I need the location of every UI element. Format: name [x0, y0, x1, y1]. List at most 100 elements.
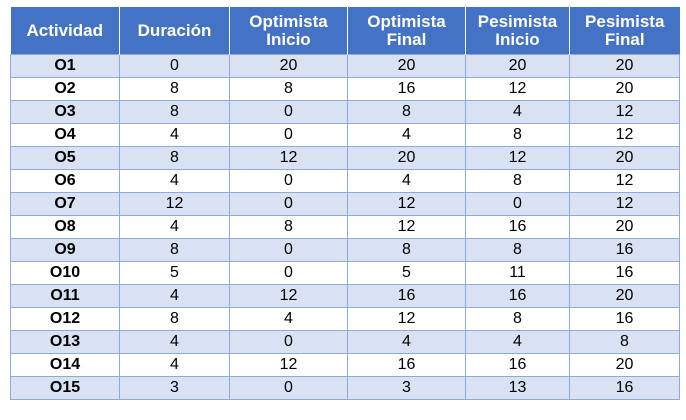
value-cell: 8 [119, 307, 230, 331]
value-cell: 12 [569, 123, 680, 147]
value-cell: 0 [229, 238, 348, 262]
value-cell: 11 [465, 261, 570, 285]
value-cell: 20 [569, 146, 680, 170]
activity-cell: O7 [10, 192, 120, 216]
value-cell: 16 [347, 77, 466, 101]
activity-cell: O4 [10, 123, 120, 147]
activity-cell: O14 [10, 353, 120, 377]
value-cell: 8 [119, 77, 230, 101]
value-cell: 20 [229, 54, 348, 78]
value-cell: 12 [569, 169, 680, 193]
value-cell: 4 [347, 123, 466, 147]
table-row: O6 4 0 4 8 12 [10, 169, 680, 193]
value-cell: 4 [465, 330, 570, 354]
value-cell: 3 [119, 376, 230, 400]
value-cell: 0 [229, 261, 348, 285]
value-cell: 12 [347, 215, 466, 239]
value-cell: 4 [119, 353, 230, 377]
value-cell: 16 [465, 284, 570, 308]
value-cell: 16 [569, 261, 680, 285]
table-row: O2 8 8 16 12 20 [10, 77, 680, 101]
activity-cell: O3 [10, 100, 120, 124]
table-row: O5 8 12 20 12 20 [10, 146, 680, 170]
value-cell: 8 [465, 238, 570, 262]
value-cell: 0 [229, 100, 348, 124]
header-duracion: Duración [119, 7, 230, 55]
value-cell: 0 [229, 330, 348, 354]
table-body: O1 0 20 20 20 20 O2 8 8 16 12 20 O3 8 0 8 4 12 O4 4 0 4 8 12 O5 8… [10, 54, 680, 400]
value-cell: 16 [569, 307, 680, 331]
value-cell: 3 [347, 376, 466, 400]
value-cell: 8 [119, 238, 230, 262]
value-cell: 8 [465, 169, 570, 193]
table-row: O10 5 0 5 11 16 [10, 261, 680, 285]
value-cell: 8 [119, 146, 230, 170]
value-cell: 0 [229, 169, 348, 193]
value-cell: 0 [229, 376, 348, 400]
activity-cell: O5 [10, 146, 120, 170]
value-cell: 0 [119, 54, 230, 78]
value-cell: 12 [347, 192, 466, 216]
value-cell: 20 [347, 54, 466, 78]
value-cell: 4 [347, 169, 466, 193]
table-row: O7 12 0 12 0 12 [10, 192, 680, 216]
value-cell: 8 [569, 330, 680, 354]
activity-cell: O6 [10, 169, 120, 193]
value-cell: 16 [569, 376, 680, 400]
table-row: O1 0 20 20 20 20 [10, 54, 680, 78]
activity-cell: O2 [10, 77, 120, 101]
header-actividad: Actividad [10, 7, 120, 55]
value-cell: 0 [229, 123, 348, 147]
table-row: O13 4 0 4 4 8 [10, 330, 680, 354]
activity-cell: O12 [10, 307, 120, 331]
value-cell: 20 [569, 77, 680, 101]
value-cell: 20 [569, 215, 680, 239]
table-row: O15 3 0 3 13 16 [10, 376, 680, 400]
header-pesimista-inicio: Pesimista Inicio [465, 7, 570, 55]
table-row: O14 4 12 16 16 20 [10, 353, 680, 377]
value-cell: 4 [119, 215, 230, 239]
value-cell: 5 [119, 261, 230, 285]
table-row: O9 8 0 8 8 16 [10, 238, 680, 262]
value-cell: 20 [465, 54, 570, 78]
value-cell: 8 [347, 238, 466, 262]
table-row: O4 4 0 4 8 12 [10, 123, 680, 147]
value-cell: 20 [569, 284, 680, 308]
activity-cell: O11 [10, 284, 120, 308]
value-cell: 8 [229, 77, 348, 101]
value-cell: 4 [119, 330, 230, 354]
table-header: Actividad Duración Optimista Inicio Optimist… [10, 7, 680, 55]
value-cell: 12 [229, 353, 348, 377]
value-cell: 12 [229, 284, 348, 308]
header-row: Actividad Duración Optimista Inicio Optimist… [10, 7, 680, 55]
table-row: O11 4 12 16 16 20 [10, 284, 680, 308]
value-cell: 4 [119, 284, 230, 308]
value-cell: 4 [465, 100, 570, 124]
value-cell: 16 [465, 215, 570, 239]
activity-cell: O15 [10, 376, 120, 400]
value-cell: 16 [347, 353, 466, 377]
header-optimista-inicio: Optimista Inicio [229, 7, 348, 55]
value-cell: 16 [465, 353, 570, 377]
value-cell: 12 [465, 77, 570, 101]
header-optimista-final: Optimista Final [347, 7, 466, 55]
table-row: O8 4 8 12 16 20 [10, 215, 680, 239]
value-cell: 20 [569, 54, 680, 78]
value-cell: 12 [569, 192, 680, 216]
activity-cell: O13 [10, 330, 120, 354]
activity-cell: O8 [10, 215, 120, 239]
value-cell: 4 [119, 169, 230, 193]
value-cell: 0 [229, 192, 348, 216]
value-cell: 12 [347, 307, 466, 331]
table-row: O3 8 0 8 4 12 [10, 100, 680, 124]
value-cell: 8 [465, 123, 570, 147]
value-cell: 16 [347, 284, 466, 308]
value-cell: 12 [465, 146, 570, 170]
value-cell: 8 [229, 215, 348, 239]
activity-cell: O10 [10, 261, 120, 285]
value-cell: 8 [465, 307, 570, 331]
value-cell: 20 [347, 146, 466, 170]
value-cell: 8 [347, 100, 466, 124]
value-cell: 12 [569, 100, 680, 124]
header-pesimista-final: Pesimista Final [569, 7, 680, 55]
